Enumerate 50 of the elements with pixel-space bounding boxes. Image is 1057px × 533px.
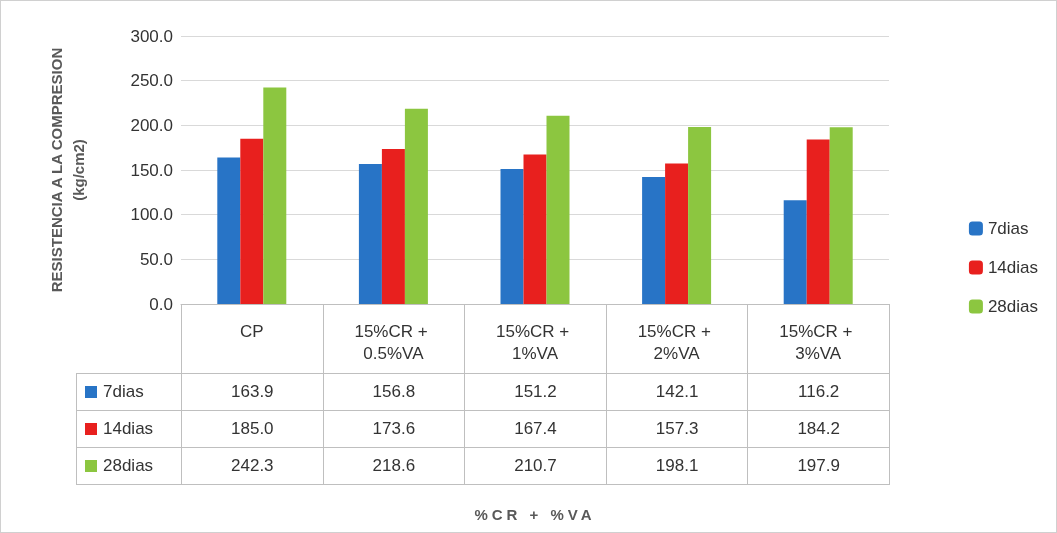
bar (381, 148, 405, 304)
data-label: 157.3 (606, 410, 748, 447)
data-label: 151.2 (464, 373, 607, 410)
bar (783, 200, 807, 304)
data-label: 210.7 (464, 447, 607, 484)
bar (829, 127, 853, 304)
x-tick-label: CP (239, 321, 264, 341)
y-tick-label: 200.0 (130, 115, 173, 135)
data-label: 142.1 (606, 373, 748, 410)
y-tick-label: 250.0 (130, 71, 173, 91)
bar (642, 177, 666, 304)
data-label: 184.2 (747, 410, 890, 447)
bar (523, 154, 547, 304)
data-label: 198.1 (606, 447, 748, 484)
bar (263, 87, 287, 304)
y-tick-label: 300.0 (130, 26, 173, 46)
text: %CR + %VA (473, 506, 597, 523)
bar (217, 157, 241, 304)
text: 28dias (103, 455, 154, 475)
data-label: 156.8 (323, 373, 465, 410)
x-tick-label: 15%CR + 0.5%VA (354, 321, 433, 363)
data-label: 173.6 (323, 410, 465, 447)
bar (546, 115, 570, 304)
data-label: 197.9 (747, 447, 890, 484)
data-label: 242.3 (181, 447, 324, 484)
legend-label: 28dias (987, 297, 1039, 316)
legend-label: 7dias (76, 373, 182, 410)
y-tick-label: 50.0 (139, 249, 173, 269)
data-label: 116.2 (747, 373, 890, 410)
bar (240, 138, 264, 304)
y-tick-label: 100.0 (130, 205, 173, 225)
y-tick-label: 0.0 (149, 294, 173, 314)
data-label: 218.6 (323, 447, 465, 484)
data-label: 167.4 (464, 410, 607, 447)
legend-label: 14dias (76, 410, 182, 447)
data-label: 163.9 (181, 373, 324, 410)
y-tick-label: 150.0 (130, 160, 173, 180)
x-tick-label: 15%CR + 3%VA (779, 321, 858, 363)
bar (806, 139, 830, 304)
bar (404, 108, 428, 304)
bar (665, 163, 689, 304)
text: 14dias (987, 258, 1039, 277)
bar (358, 163, 382, 304)
text: 7dias (987, 219, 1029, 238)
data-label: 185.0 (181, 410, 324, 447)
x-tick-label: 15%CR + 2%VA (637, 321, 716, 363)
bar (500, 168, 524, 304)
y-axis-title: RESISTENCIA A LA COMPRESION (kg/cm2) (47, 47, 87, 293)
x-tick-label: 15%CR + 1%VA (496, 321, 574, 363)
bar (688, 127, 712, 304)
